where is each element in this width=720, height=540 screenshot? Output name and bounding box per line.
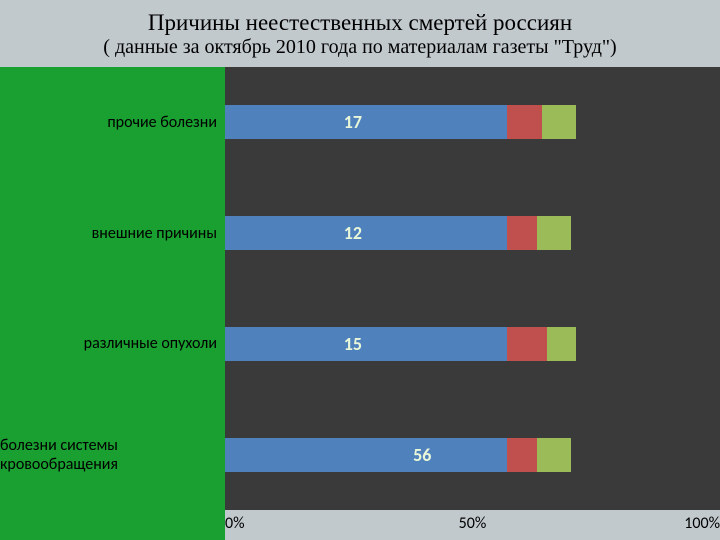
bar-value-label: 56 <box>413 444 431 466</box>
bar-row: 15 <box>225 289 720 400</box>
x-tick-label: 0% <box>225 514 245 533</box>
bar-segment <box>507 216 537 250</box>
bar-value-label: 12 <box>344 222 362 244</box>
bar: 56 <box>225 438 720 472</box>
bar: 15 <box>225 327 720 361</box>
bar-row: 12 <box>225 178 720 289</box>
bar-segment <box>507 438 537 472</box>
axis-pad <box>0 510 225 540</box>
category-label: болезни системы кровообращения <box>0 399 225 510</box>
category-label: различные опухоли <box>0 289 225 400</box>
x-tick-label: 50% <box>459 514 487 533</box>
x-tick-label: 100% <box>684 514 720 533</box>
x-axis: 0% 50% 100% <box>225 510 720 540</box>
bar-segment <box>537 438 572 472</box>
bar-segment <box>507 327 547 361</box>
chart-title: Причины неестественных смертей россиян <box>0 0 720 36</box>
bar-row: 17 <box>225 67 720 178</box>
y-axis-labels: прочие болезнивнешние причиныразличные о… <box>0 67 225 510</box>
plot-row: прочие болезнивнешние причиныразличные о… <box>0 67 720 510</box>
bar-segment <box>225 327 507 361</box>
bar-segment <box>225 216 507 250</box>
bar: 12 <box>225 216 720 250</box>
bar-segment <box>547 327 577 361</box>
chart: прочие болезнивнешние причиныразличные о… <box>0 67 720 540</box>
bar-segment <box>225 438 507 472</box>
bar-segment <box>542 105 577 139</box>
bar-segment <box>507 105 542 139</box>
chart-subtitle: ( данные за октябрь 2010 года по материа… <box>0 36 720 67</box>
bar-row: 56 <box>225 399 720 510</box>
bar-value-label: 17 <box>344 111 362 133</box>
category-label: внешние причины <box>0 178 225 289</box>
page: Причины неестественных смертей россиян (… <box>0 0 720 540</box>
bar-segment <box>225 105 507 139</box>
x-axis-row: 0% 50% 100% <box>0 510 720 540</box>
bar: 17 <box>225 105 720 139</box>
plot-area: 17 12 15 56 <box>225 67 720 510</box>
bar-segment <box>537 216 572 250</box>
category-label: прочие болезни <box>0 67 225 178</box>
bar-value-label: 15 <box>344 333 362 355</box>
